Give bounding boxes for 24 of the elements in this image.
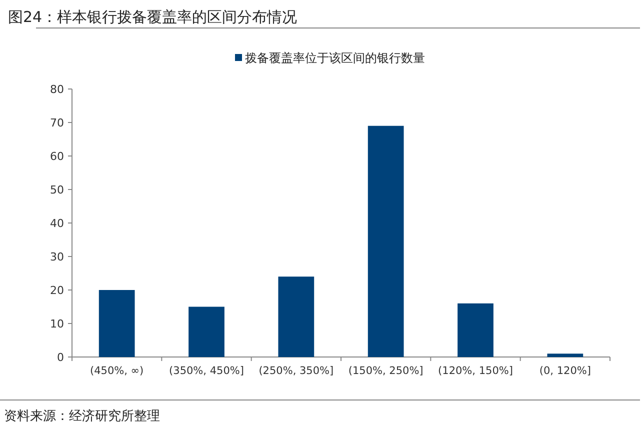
bar bbox=[278, 276, 314, 357]
x-tick-label: (0, 120%] bbox=[539, 365, 591, 377]
x-tick-label: (120%, 150%] bbox=[438, 365, 513, 377]
y-tick-label: 30 bbox=[50, 250, 64, 264]
x-tick-label: (250%, 350%] bbox=[258, 365, 334, 377]
legend-label: 拨备覆盖率位于该区间的银行数量 bbox=[245, 51, 425, 65]
y-tick-label: 0 bbox=[57, 351, 64, 364]
y-tick-label: 40 bbox=[50, 217, 64, 230]
y-tick-label: 80 bbox=[50, 83, 64, 96]
bar bbox=[547, 354, 584, 357]
bar bbox=[458, 303, 494, 357]
text: 资料来源：经济研究所整理 bbox=[4, 409, 160, 424]
x-tick-label: (150%, 250%] bbox=[348, 365, 424, 377]
y-tick-label: 70 bbox=[50, 116, 64, 130]
y-tick-label: 10 bbox=[50, 318, 64, 330]
y-tick-label: 50 bbox=[50, 184, 64, 196]
x-tick-label: (350%, 450%] bbox=[169, 365, 244, 377]
bar bbox=[368, 126, 404, 357]
bar bbox=[188, 306, 224, 357]
y-tick-label: 20 bbox=[50, 284, 64, 297]
chart-title: 图24：样本银行拨备覆盖率的区间分布情况 bbox=[8, 8, 298, 26]
x-tick-label: (450%, ∞) bbox=[90, 365, 144, 377]
bar bbox=[98, 290, 135, 357]
y-tick-label: 60 bbox=[50, 150, 64, 163]
